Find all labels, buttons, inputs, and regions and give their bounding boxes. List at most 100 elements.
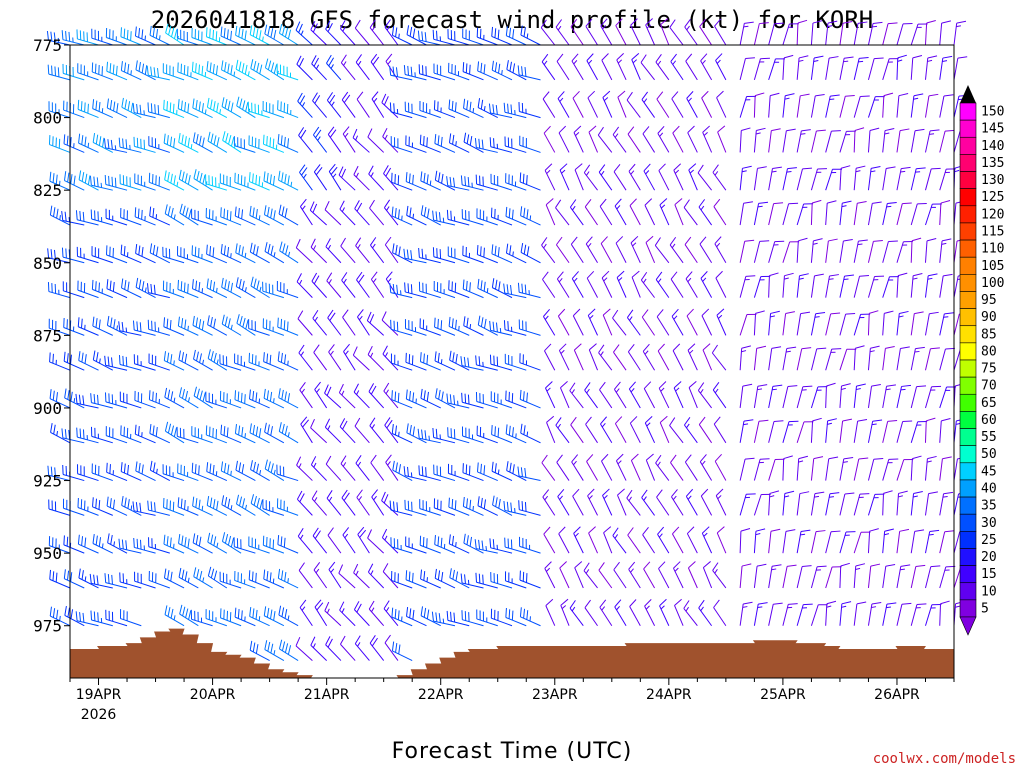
- barb-feather: [897, 54, 907, 59]
- barb-staff: [92, 142, 114, 153]
- barb-feather: [409, 26, 413, 37]
- barb-staff: [520, 215, 541, 226]
- barb-half-feather: [886, 606, 892, 609]
- wind-barb: [673, 561, 684, 589]
- barb-feather: [911, 237, 922, 242]
- barb-feather: [77, 99, 80, 110]
- barb-staff: [939, 458, 943, 481]
- barb-staff: [896, 241, 904, 263]
- barb-staff: [839, 349, 848, 371]
- barb-half-feather: [358, 315, 363, 321]
- barb-half-feather: [230, 253, 232, 258]
- colorbar-swatch: [959, 119, 977, 138]
- barb-staff: [739, 459, 746, 481]
- barb-feather: [801, 129, 811, 132]
- barb-feather: [813, 456, 824, 460]
- barb-feather: [815, 530, 826, 533]
- barb-feather: [138, 27, 141, 38]
- barb-half-feather: [600, 351, 604, 356]
- barb-feather: [220, 461, 224, 471]
- wind-barb: [641, 489, 655, 516]
- barb-staff: [671, 533, 684, 554]
- y-tick-label: 875: [33, 326, 62, 345]
- barb-feather: [480, 497, 483, 508]
- barb-staff: [657, 133, 670, 153]
- barb-staff: [896, 168, 902, 191]
- barb-half-feather: [588, 59, 593, 65]
- wind-barb: [177, 279, 199, 299]
- x-tick-label: 20APR: [190, 687, 236, 703]
- barb-feather: [743, 419, 754, 422]
- barb-feather: [201, 320, 205, 331]
- barb-feather: [312, 92, 318, 102]
- y-tick-label: 900: [33, 399, 62, 418]
- barb-half-feather: [342, 462, 347, 467]
- wind-barb: [327, 126, 342, 153]
- wind-barb: [77, 317, 99, 336]
- wind-barb: [600, 236, 613, 264]
- wind-barb: [339, 418, 356, 444]
- barb-feather: [406, 423, 409, 433]
- barb-half-feather: [574, 532, 579, 537]
- barb-half-feather: [158, 35, 161, 41]
- barb-feather: [352, 346, 358, 356]
- barb-feather: [325, 238, 331, 247]
- barb-staff: [371, 98, 385, 118]
- wind-barb: [701, 308, 713, 336]
- barb-feather: [503, 102, 506, 113]
- barb-staff: [896, 203, 903, 226]
- barb-feather: [107, 139, 110, 149]
- barb-feather: [251, 571, 254, 582]
- barb-staff: [178, 576, 199, 589]
- barb-feather: [478, 138, 481, 149]
- barb-staff: [381, 319, 399, 336]
- barb-feather: [163, 133, 166, 144]
- wind-barb: [544, 163, 556, 191]
- barb-feather: [874, 57, 884, 60]
- barb-staff: [78, 360, 99, 371]
- barb-half-feather: [741, 170, 747, 173]
- barb-half-feather: [870, 170, 876, 173]
- barb-feather: [395, 244, 398, 255]
- wind-barb: [882, 22, 898, 46]
- barb-staff: [77, 507, 99, 516]
- barb-feather: [405, 570, 408, 580]
- barb-feather: [673, 561, 681, 569]
- barb-feather: [343, 343, 350, 352]
- wind-barb: [825, 200, 837, 226]
- barb-staff: [248, 328, 270, 336]
- barb-staff: [277, 326, 299, 336]
- wind-barb: [867, 457, 884, 481]
- wind-barb: [910, 128, 925, 153]
- barb-feather: [356, 91, 364, 100]
- barb-feather: [409, 608, 412, 618]
- barb-staff: [77, 255, 99, 264]
- wind-barb: [220, 608, 242, 627]
- barb-feather: [460, 573, 463, 584]
- barb-feather: [355, 237, 362, 246]
- wind-barb: [419, 499, 441, 516]
- barb-half-feather: [440, 359, 443, 364]
- barb-feather: [263, 606, 267, 616]
- wind-barb: [587, 90, 598, 118]
- barb-feather: [277, 317, 279, 328]
- barb-feather: [642, 126, 650, 135]
- barb-staff: [434, 109, 456, 119]
- barb-half-feather: [173, 360, 175, 366]
- barb-feather: [78, 394, 81, 405]
- barb-feather: [843, 238, 853, 242]
- barb-feather: [178, 132, 181, 143]
- barb-staff: [105, 217, 128, 226]
- wind-barb: [249, 242, 270, 264]
- barb-feather: [631, 453, 639, 461]
- barb-feather: [801, 347, 812, 350]
- barb-feather: [181, 171, 185, 182]
- barb-feather: [84, 354, 87, 364]
- barb-feather: [467, 394, 470, 405]
- wind-barb: [853, 239, 868, 263]
- barb-staff: [383, 390, 399, 409]
- barb-feather: [193, 349, 196, 360]
- barb-staff: [279, 32, 299, 46]
- wind-barb: [103, 138, 128, 153]
